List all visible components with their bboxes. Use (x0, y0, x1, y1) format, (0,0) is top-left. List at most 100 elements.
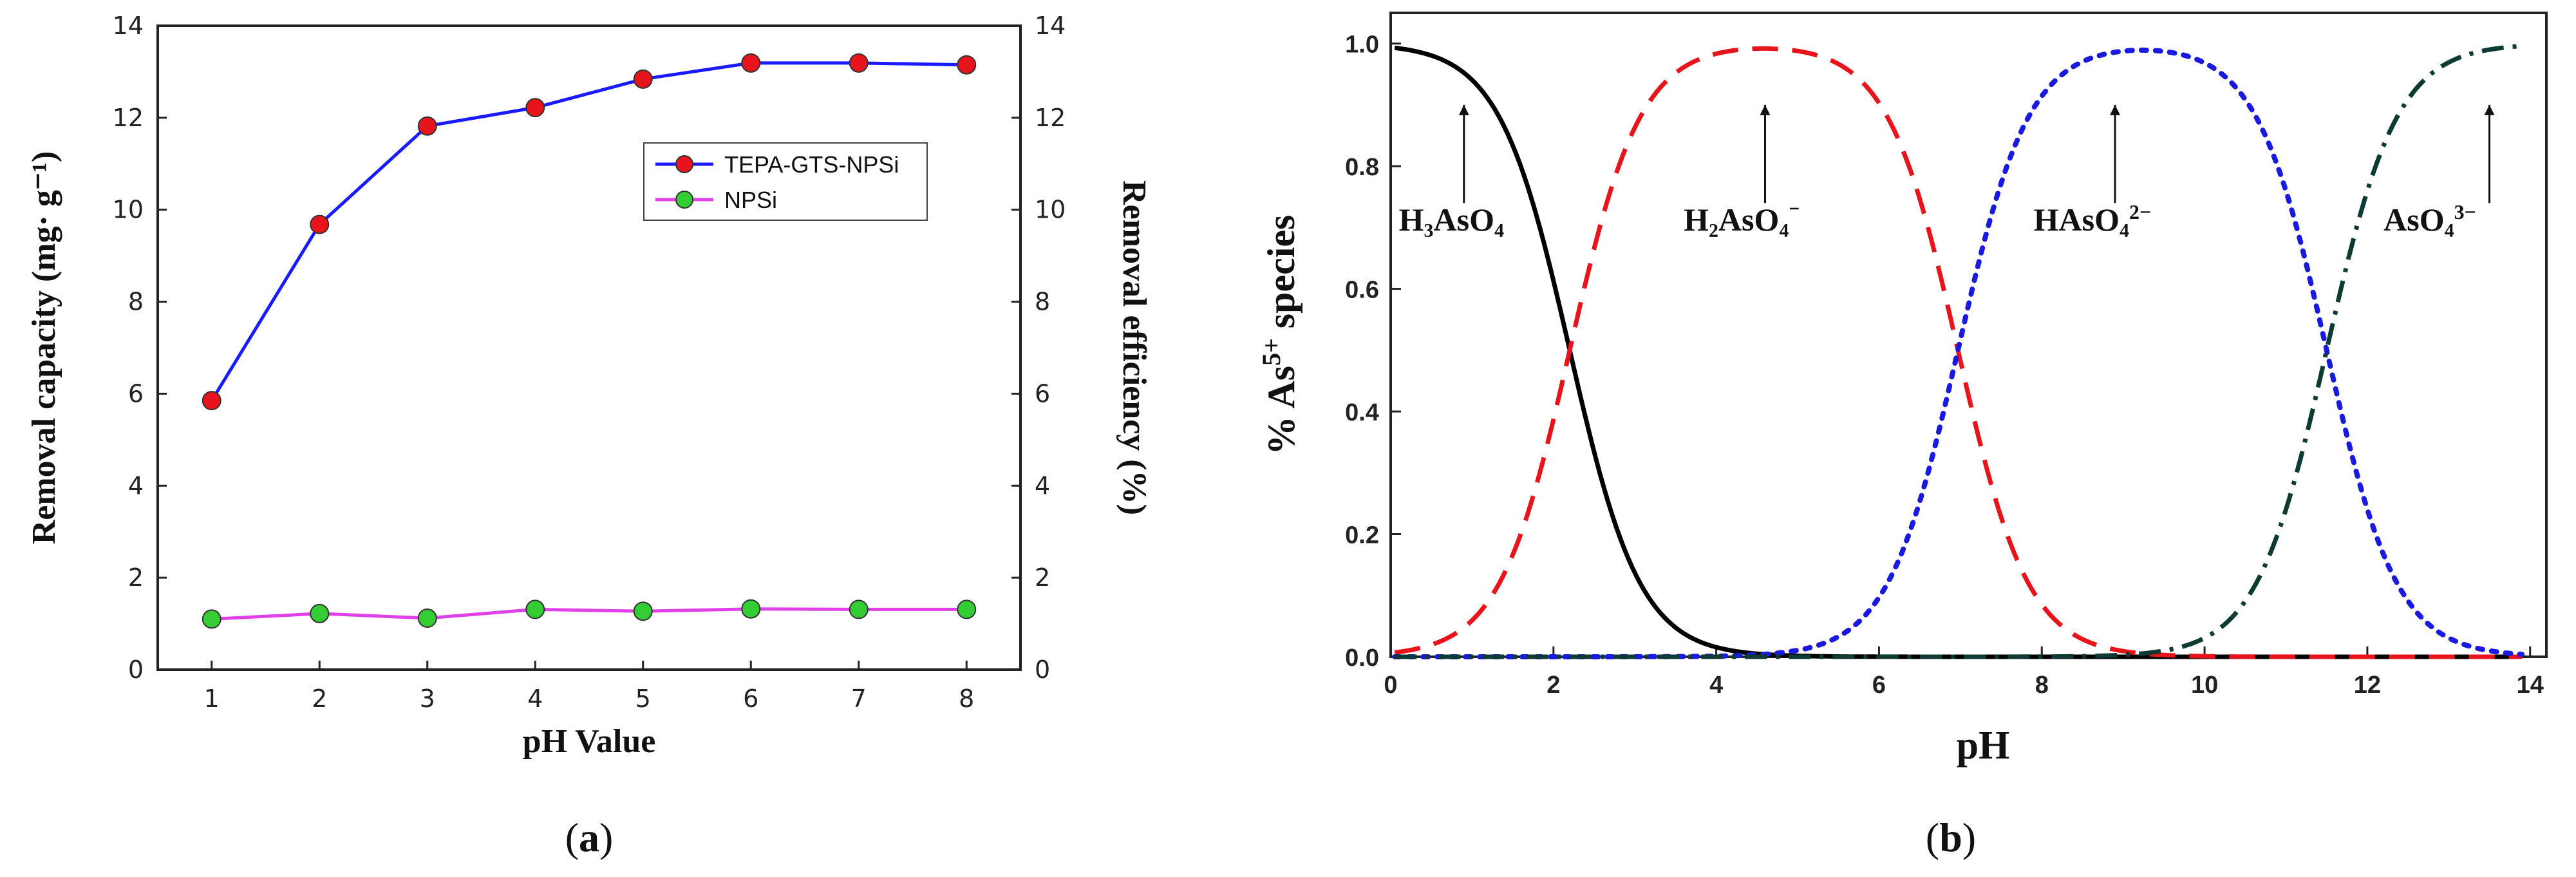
data-point (202, 391, 221, 411)
data-point (310, 214, 330, 234)
panel-b-x-ticks: 0 2 4 6 8 10 12 14 (1384, 646, 2544, 699)
y-tick-label: 6 (128, 379, 144, 408)
y-tick-label: 2 (128, 563, 144, 592)
panel-a-right-y-axis-title: Removal efficiency (%) (1116, 180, 1152, 515)
series-line-1 (211, 607, 967, 621)
panel-a-y-axis-title: Removal capacity (mg· g⁻¹) (26, 151, 62, 545)
data-point (310, 603, 330, 623)
panel-b-y-axis-title: % As5+ species (1257, 215, 1302, 455)
data-point (849, 53, 869, 73)
species-formula: H₃AsO₄ (1399, 202, 1504, 238)
arrow-head (2484, 104, 2495, 115)
y-tick-label: 4 (128, 471, 144, 500)
panel-b-x-axis-title: pH (1957, 724, 2010, 768)
panel-a-plot-frame (156, 24, 1022, 671)
panel-b-y-axis-superscript: 5+ (1257, 338, 1286, 366)
legend-label: TEPA-GTS-NPSi (724, 151, 899, 178)
species-charge: 3− (2454, 200, 2476, 223)
species-label: HAsO₄2− (2034, 200, 2152, 238)
data-point (525, 98, 545, 118)
x-tick-label: 5 (635, 684, 651, 713)
species-curve-1 (1394, 46, 2523, 659)
data-point (849, 599, 869, 619)
x-tick-label: 4 (527, 684, 543, 713)
data-point (741, 53, 761, 73)
panel-a-x-ticks: 1 2 3 4 5 6 7 8 (204, 661, 974, 713)
species-label: AsO₄3− (2383, 200, 2476, 238)
species-curve-3 (1395, 43, 2523, 659)
species-label: H₂AsO₄⁻ (1684, 200, 1800, 238)
arrow-head (1760, 104, 1771, 115)
data-point (957, 599, 977, 619)
panel-b-speciation-chart: 0.0 0.2 0.4 0.6 0.8 1.0 0 2 4 6 8 10 12 14 H₃AsO₄ H₂A… (1257, 12, 2548, 860)
legend-swatch-marker (675, 191, 693, 209)
species-formula: AsO₄ (2383, 202, 2454, 238)
right-y-tick-label: 12 (1035, 104, 1066, 132)
y-tick-label: 0.0 (1345, 645, 1379, 672)
y-tick-label: 1.0 (1345, 32, 1379, 59)
y-tick-label: 0.4 (1345, 399, 1379, 426)
y-tick-label: 12 (113, 104, 144, 132)
panel-a-right-y-ticks: 0 2 4 6 8 10 12 14 (1011, 12, 1066, 684)
y-tick-label: 0.2 (1345, 522, 1379, 549)
y-tick-label: 0.6 (1345, 277, 1379, 304)
x-tick-label: 0 (1384, 672, 1397, 699)
panel-a-legend: TEPA-GTS-NPSi NPSi (643, 142, 928, 221)
panel-b-caption: (b) (1926, 815, 1976, 860)
y-tick-label: 14 (113, 12, 144, 40)
arrow-head (2110, 104, 2121, 115)
arrow-head (1458, 104, 1469, 115)
panel-a-left-y-ticks: 0 2 4 6 8 10 12 14 (113, 12, 167, 684)
x-tick-label: 6 (743, 684, 758, 713)
data-point (417, 116, 437, 136)
panel-a-series (202, 53, 977, 629)
species-formula: H₂AsO₄ (1684, 202, 1789, 238)
panel-a-caption: (a) (565, 815, 614, 860)
y-tick-label: 0 (128, 655, 144, 684)
data-point (525, 599, 545, 619)
x-tick-label: 1 (204, 684, 220, 713)
right-y-tick-label: 6 (1035, 379, 1050, 408)
data-point (417, 608, 437, 628)
species-formula: HAsO₄ (2034, 202, 2129, 238)
panel-b-y-axis-suffix: species (1260, 215, 1302, 339)
right-y-tick-label: 10 (1035, 196, 1066, 224)
x-tick-label: 2 (1547, 672, 1560, 699)
species-charge: ⁻ (1789, 200, 1800, 223)
data-point (633, 601, 653, 621)
data-point (741, 599, 761, 619)
x-tick-label: 7 (851, 684, 867, 713)
x-tick-label: 14 (2517, 672, 2544, 699)
panel-a-x-axis-title: pH Value (523, 723, 656, 760)
data-point (202, 609, 221, 629)
x-tick-label: 8 (2035, 672, 2049, 699)
species-label: H₃AsO₄ (1399, 202, 1504, 238)
legend-swatch-marker (675, 155, 693, 173)
panel-b-series (1392, 43, 2525, 659)
x-tick-label: 6 (1872, 672, 1886, 699)
x-tick-label: 12 (2354, 672, 2381, 699)
series-line-0 (210, 61, 967, 402)
panel-a-caption-letter: a (579, 815, 599, 860)
y-tick-label: 0.8 (1345, 154, 1379, 181)
x-tick-label: 2 (312, 684, 327, 713)
data-point (957, 55, 977, 75)
legend-box (643, 142, 928, 221)
y-tick-label: 10 (113, 196, 144, 224)
species-charge: 2− (2129, 200, 2151, 223)
x-tick-label: 8 (959, 684, 974, 713)
x-tick-label: 10 (2191, 672, 2218, 699)
panel-b-species-labels: H₃AsO₄ H₂AsO₄⁻ HAsO₄2− AsO₄3− (1399, 104, 2495, 238)
right-y-tick-label: 14 (1035, 12, 1066, 40)
panel-b-y-ticks: 0.0 0.2 0.4 0.6 0.8 1.0 (1345, 32, 1401, 672)
legend-label: NPSi (724, 187, 777, 213)
panel-b-caption-letter: b (1939, 815, 1962, 860)
right-y-tick-label: 4 (1035, 471, 1050, 500)
y-tick-label: 8 (128, 288, 144, 316)
x-tick-label: 4 (1709, 672, 1723, 699)
right-y-tick-label: 2 (1035, 563, 1050, 592)
right-y-tick-label: 8 (1035, 288, 1050, 316)
data-point (633, 69, 653, 89)
